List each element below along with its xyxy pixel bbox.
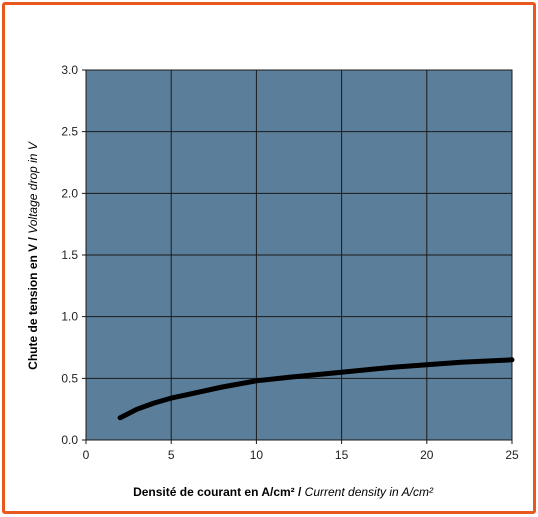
y-tick-label: 1.5 xyxy=(61,248,78,262)
x-tick-label: 20 xyxy=(420,448,434,462)
x-tick-label: 0 xyxy=(83,448,90,462)
y-axis-title: Chute de tension en V / Voltage drop in … xyxy=(26,141,40,370)
y-axis-ticks: 0.0 0.5 1.0 1.5 2.0 2.5 3.0 xyxy=(61,63,78,447)
x-tick-label: 10 xyxy=(250,448,264,462)
y-axis-title-separator: / xyxy=(26,234,40,244)
x-axis-title-fr: Densité de courant en A/cm² xyxy=(133,485,295,499)
x-axis-title: Densité de courant en A/cm² / Current de… xyxy=(133,485,434,499)
x-tick-label: 5 xyxy=(168,448,175,462)
plot-border xyxy=(85,69,513,441)
x-axis-ticks: 0 5 10 15 20 25 xyxy=(83,448,519,462)
series-group xyxy=(117,357,515,421)
y-axis-title-fr: Chute de tension en V xyxy=(26,244,40,370)
y-tick-label: 2.0 xyxy=(61,186,78,200)
x-tick-label: 15 xyxy=(335,448,349,462)
y-tick-label: 1.0 xyxy=(61,310,78,324)
y-tick-label: 0.5 xyxy=(61,371,78,385)
x-axis-title-en: Current density in A/cm² xyxy=(305,485,434,499)
x-axis-title-separator: / xyxy=(295,485,305,499)
series-line xyxy=(117,357,515,421)
y-tick-label: 0.0 xyxy=(61,433,78,447)
x-tick-label: 25 xyxy=(505,448,519,462)
y-axis-title-en: Voltage drop in V xyxy=(26,141,40,234)
y-tick-label: 2.5 xyxy=(61,125,78,139)
y-tick-label: 3.0 xyxy=(61,63,78,77)
